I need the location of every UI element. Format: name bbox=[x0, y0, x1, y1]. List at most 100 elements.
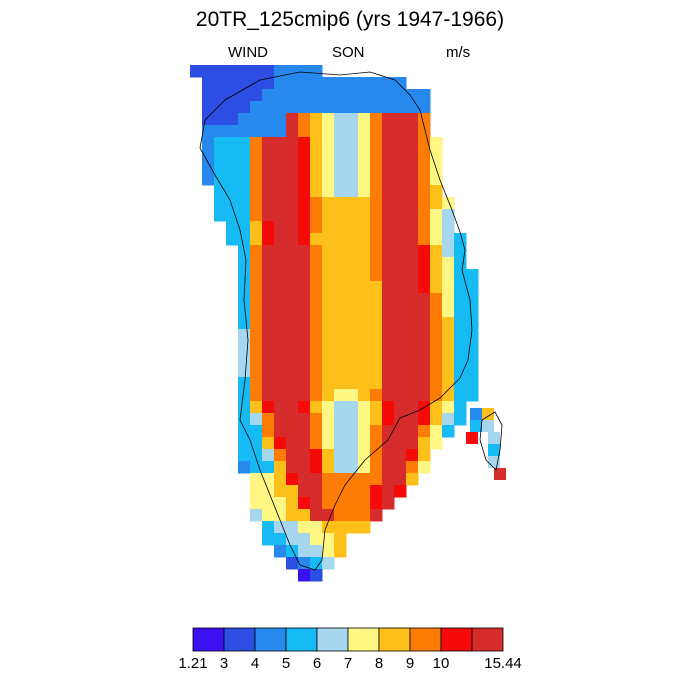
wind-cell bbox=[310, 221, 323, 234]
wind-cell bbox=[334, 125, 347, 138]
wind-cell bbox=[310, 281, 323, 294]
wind-cell bbox=[418, 413, 431, 426]
wind-cell bbox=[322, 113, 335, 126]
wind-cell bbox=[442, 197, 455, 210]
wind-cell bbox=[346, 389, 359, 402]
island-wind-cell bbox=[482, 420, 494, 432]
wind-cell bbox=[334, 137, 347, 150]
wind-cell bbox=[394, 401, 407, 414]
wind-cell bbox=[322, 305, 335, 318]
wind-cell bbox=[370, 233, 383, 246]
wind-cell bbox=[334, 533, 347, 546]
wind-cell bbox=[286, 461, 299, 474]
wind-cell bbox=[382, 269, 395, 282]
wind-cell bbox=[298, 65, 311, 78]
wind-cell bbox=[394, 125, 407, 138]
wind-cell bbox=[406, 125, 419, 138]
wind-cell bbox=[406, 137, 419, 150]
wind-cell bbox=[310, 329, 323, 342]
wind-cell bbox=[394, 317, 407, 330]
wind-cell bbox=[466, 329, 479, 342]
wind-cell bbox=[250, 245, 263, 258]
wind-cell bbox=[358, 329, 371, 342]
wind-cell bbox=[238, 101, 251, 114]
wind-cell bbox=[406, 401, 419, 414]
wind-cell bbox=[346, 353, 359, 366]
wind-cell bbox=[298, 545, 311, 558]
colorbar-swatch-6 bbox=[378, 627, 411, 652]
wind-cell bbox=[274, 137, 287, 150]
wind-cell bbox=[406, 221, 419, 234]
wind-cell bbox=[382, 173, 395, 186]
wind-cell bbox=[202, 137, 215, 150]
wind-cell bbox=[322, 533, 335, 546]
wind-cell bbox=[334, 353, 347, 366]
wind-cell bbox=[286, 149, 299, 162]
wind-cell bbox=[310, 569, 323, 582]
wind-cell bbox=[418, 197, 431, 210]
wind-cell bbox=[250, 389, 263, 402]
wind-cell bbox=[286, 329, 299, 342]
wind-cell bbox=[418, 221, 431, 234]
wind-cell bbox=[406, 113, 419, 126]
wind-cell bbox=[202, 149, 215, 162]
wind-cell bbox=[298, 353, 311, 366]
wind-cell bbox=[370, 425, 383, 438]
wind-cell bbox=[346, 449, 359, 462]
wind-cell bbox=[454, 413, 467, 426]
wind-cell bbox=[382, 365, 395, 378]
wind-cell bbox=[262, 77, 275, 90]
wind-cell bbox=[418, 329, 431, 342]
wind-cell bbox=[250, 317, 263, 330]
wind-cell bbox=[274, 485, 287, 498]
wind-cell bbox=[430, 293, 443, 306]
wind-cell bbox=[238, 209, 251, 222]
wind-cell bbox=[394, 245, 407, 258]
wind-cell bbox=[358, 221, 371, 234]
wind-cell bbox=[418, 341, 431, 354]
wind-cell bbox=[334, 509, 347, 522]
wind-cell bbox=[274, 173, 287, 186]
wind-cell bbox=[346, 209, 359, 222]
wind-cell bbox=[202, 101, 215, 114]
wind-cell bbox=[238, 389, 251, 402]
wind-cell bbox=[430, 185, 443, 198]
wind-cell bbox=[382, 293, 395, 306]
wind-cell bbox=[250, 185, 263, 198]
wind-cell bbox=[382, 401, 395, 414]
wind-cell bbox=[406, 233, 419, 246]
wind-cell bbox=[358, 233, 371, 246]
wind-cell bbox=[430, 341, 443, 354]
wind-cell bbox=[394, 377, 407, 390]
wind-cell bbox=[394, 485, 407, 498]
map-title: 20TR_125cmip6 (yrs 1947-1966) bbox=[195, 8, 505, 31]
wind-cell bbox=[214, 65, 227, 78]
wind-cell bbox=[394, 449, 407, 462]
wind-cell bbox=[250, 353, 263, 366]
wind-cell bbox=[274, 305, 287, 318]
wind-cell bbox=[262, 293, 275, 306]
wind-cell bbox=[370, 293, 383, 306]
wind-cell bbox=[226, 77, 239, 90]
wind-cell bbox=[322, 341, 335, 354]
wind-cell bbox=[346, 125, 359, 138]
wind-cell bbox=[466, 389, 479, 402]
wind-cell bbox=[418, 233, 431, 246]
wind-cell bbox=[286, 113, 299, 126]
wind-cell bbox=[406, 281, 419, 294]
wind-cell bbox=[358, 245, 371, 258]
wind-cell bbox=[370, 257, 383, 270]
wind-cell bbox=[310, 509, 323, 522]
island-wind-cell bbox=[494, 468, 506, 480]
wind-cell bbox=[310, 173, 323, 186]
wind-cell bbox=[298, 365, 311, 378]
wind-cell bbox=[346, 173, 359, 186]
wind-cell bbox=[322, 137, 335, 150]
wind-cell bbox=[310, 389, 323, 402]
island-wind-cell bbox=[488, 444, 500, 456]
wind-cell bbox=[358, 209, 371, 222]
wind-cell bbox=[286, 341, 299, 354]
wind-cell bbox=[262, 329, 275, 342]
wind-cell bbox=[394, 461, 407, 474]
wind-cell bbox=[382, 329, 395, 342]
